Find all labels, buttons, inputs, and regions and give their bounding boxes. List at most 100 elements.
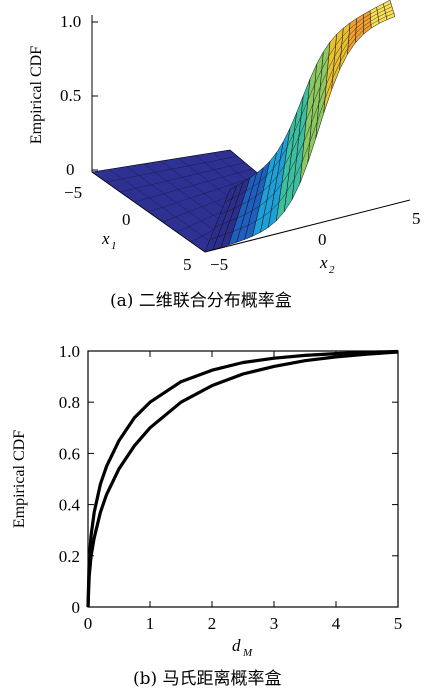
- x-tick-label: 5: [394, 614, 403, 633]
- surface-mesh-line: [321, 56, 329, 70]
- surface-mesh-line: [327, 56, 335, 71]
- surface-mesh-line: [294, 162, 303, 179]
- surface-mesh-line: [284, 152, 292, 166]
- surface-mesh-line: [248, 196, 256, 201]
- surface-mesh-line: [349, 23, 357, 30]
- surface-mesh-line: [244, 210, 253, 215]
- x1-tick-label-0: 0: [122, 210, 131, 229]
- surface-mesh-line: [347, 37, 356, 49]
- surface-mesh-line: [241, 200, 249, 205]
- surface-mesh-line: [320, 70, 328, 87]
- x1-axis-label: x: [101, 229, 110, 248]
- surface-mesh-line: [363, 24, 372, 31]
- surface-mesh-line: [232, 228, 241, 232]
- surface-mesh-line: [301, 142, 310, 163]
- surface-mesh-line: [332, 61, 341, 79]
- surface-mesh-line: [355, 30, 364, 38]
- surface-mesh-line: [214, 223, 223, 228]
- surface-mesh-line: [305, 103, 314, 121]
- surface-mesh-line: [280, 146, 288, 159]
- surface-mesh-line: [237, 214, 245, 219]
- surface-mesh-line: [328, 45, 336, 57]
- surface-mesh-line: [238, 191, 246, 196]
- x1-tick-label-5: 5: [183, 255, 192, 274]
- surface-mesh-line: [266, 192, 275, 201]
- surface-patch: [383, 0, 396, 20]
- surface-mesh-line: [231, 194, 239, 199]
- surface-mesh-line: [227, 207, 235, 212]
- surface-mesh-line: [334, 44, 343, 57]
- surface-mesh-line: [293, 116, 302, 133]
- surface-mesh-line: [307, 83, 316, 100]
- surface-mesh-line: [259, 175, 267, 183]
- x-ticks: 0 1 2 3 4 5: [84, 351, 403, 633]
- x2-axis-label: x: [319, 253, 328, 272]
- surface-mesh-line: [277, 165, 285, 177]
- surface-mesh-line: [363, 20, 371, 27]
- surface-mesh-line: [384, 6, 393, 11]
- surface-mesh-line: [309, 121, 318, 143]
- z-tick-label-1: 1.0: [60, 12, 81, 31]
- surface-mesh-line: [263, 210, 272, 217]
- surface-mesh: [209, 3, 395, 240]
- y-tick-label: 0.8: [59, 393, 80, 412]
- surface-mesh-line: [340, 47, 349, 62]
- y-tick-label: 0.4: [59, 496, 81, 515]
- surface-mesh-line: [255, 216, 264, 222]
- surface-mesh-line: [278, 191, 287, 203]
- surface-mesh-line: [311, 103, 320, 124]
- surface-chart: 1.0 0.5 0 Empirical CDF −5 0 5 x 1 −5 0 …: [28, 0, 421, 311]
- surface-mesh-line: [377, 9, 385, 14]
- surface-mesh-line: [370, 10, 378, 15]
- surface-mesh-line: [335, 36, 343, 46]
- surface-mesh-line: [209, 236, 218, 240]
- series-line-2: [86, 350, 399, 608]
- y-ticks: 0 0.2 0.4 0.6 0.8 1.0: [59, 342, 398, 617]
- z-axis-label: Empirical CDF: [28, 46, 45, 144]
- x-axis-label-sub: M: [242, 647, 253, 659]
- surface-mesh-line: [274, 183, 282, 194]
- surface-mesh-line: [312, 86, 321, 104]
- surface-mesh-line: [255, 190, 264, 197]
- surface-mesh-line: [314, 69, 323, 84]
- surface-mesh-line: [240, 224, 249, 229]
- surface-mesh-line: [262, 184, 271, 192]
- surface-mesh-line: [317, 98, 326, 122]
- x-tick-label: 3: [270, 614, 279, 633]
- surface-mesh-line: [286, 178, 295, 193]
- x2-axis-label-sub: 2: [329, 264, 335, 276]
- plot-frame: [87, 350, 399, 608]
- x1-axis-label-sub: 1: [111, 240, 117, 252]
- x2-tick-label-5: 5: [412, 209, 421, 228]
- caption-b: (b) 马氏距离概率盒: [133, 669, 282, 689]
- surface-mesh-line: [303, 123, 312, 142]
- surface-mesh-line: [377, 6, 385, 11]
- surface-mesh-line: [271, 202, 280, 211]
- surface-mesh-line: [224, 198, 233, 203]
- surface-mesh-line: [229, 217, 238, 222]
- surface-mesh-line: [363, 13, 371, 19]
- z-tick-label-0: 0: [66, 160, 75, 179]
- surface-mesh-line: [245, 186, 253, 192]
- surface-mesh-line: [225, 231, 234, 235]
- surface-mesh-line: [291, 137, 300, 153]
- surface-mesh-line: [383, 3, 392, 7]
- y-tick-label: 0.6: [59, 444, 80, 463]
- surface-mesh-line: [378, 16, 387, 21]
- surface-bands: [204, 0, 396, 253]
- surface-mesh-line: [326, 67, 334, 85]
- surface-mesh-line: [300, 99, 309, 117]
- surface-mesh-line: [386, 13, 395, 17]
- surface-mesh-line: [217, 234, 226, 238]
- surface-patch: [355, 13, 364, 44]
- surface-mesh-line: [341, 35, 350, 45]
- x2-axis-line: [204, 199, 411, 253]
- surface-mesh-line: [266, 168, 274, 177]
- z-tick-label-05: 0.5: [60, 86, 81, 105]
- x2-tick-label-neg5: −5: [210, 255, 228, 274]
- surface-mesh-line: [378, 13, 386, 18]
- surface-mesh-line: [234, 204, 242, 209]
- surface-mesh-line: [363, 17, 371, 23]
